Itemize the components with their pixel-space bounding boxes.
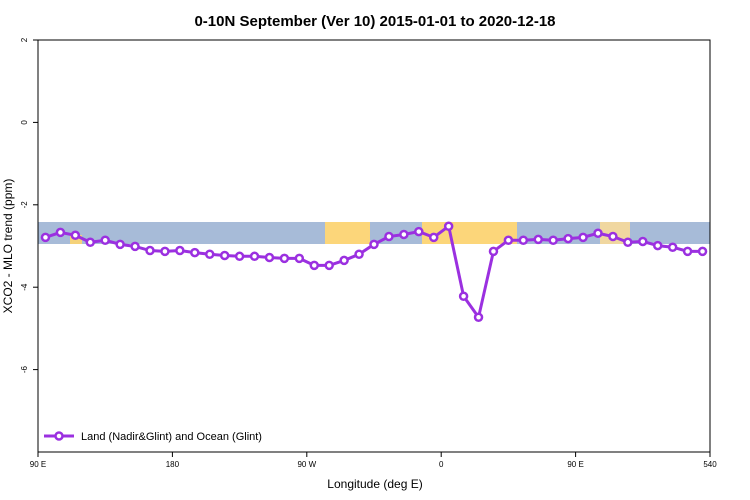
point bbox=[219, 250, 230, 261]
point bbox=[503, 235, 514, 245]
point bbox=[667, 242, 678, 252]
x-tick-label: 90 E bbox=[30, 460, 46, 469]
point bbox=[115, 239, 125, 250]
point bbox=[309, 260, 320, 271]
legend-label: Land (Nadir&Glint) and Ocean (Glint) bbox=[81, 431, 262, 443]
y-tick-label: -4 bbox=[20, 283, 29, 291]
x-tick-label: 90 W bbox=[297, 460, 316, 469]
land-patch bbox=[325, 222, 370, 244]
point bbox=[533, 234, 544, 245]
point bbox=[85, 237, 96, 248]
point bbox=[55, 227, 66, 238]
y-axis-label: XCO2 - MLO trend (ppm) bbox=[1, 179, 15, 314]
point bbox=[279, 253, 290, 264]
point bbox=[354, 249, 364, 259]
point bbox=[518, 235, 529, 245]
point bbox=[160, 246, 170, 257]
x-tick-label: 540 bbox=[703, 460, 717, 469]
plot-frame bbox=[37, 39, 711, 453]
point bbox=[130, 241, 140, 252]
y-tick-label: -2 bbox=[20, 201, 29, 209]
point bbox=[428, 232, 439, 243]
x-tick-label: 90 E bbox=[567, 460, 583, 469]
point bbox=[488, 246, 499, 257]
point bbox=[623, 237, 633, 248]
point bbox=[384, 231, 394, 242]
point bbox=[294, 253, 305, 264]
x-tick-label: 180 bbox=[166, 460, 180, 469]
y-tick-label: 0 bbox=[20, 120, 29, 125]
x-tick-label: 0 bbox=[439, 460, 444, 469]
point bbox=[638, 236, 648, 247]
point bbox=[369, 239, 379, 250]
point bbox=[339, 255, 349, 266]
y-tick-label: 2 bbox=[20, 37, 29, 42]
y-tick-label: -6 bbox=[20, 365, 29, 373]
point bbox=[652, 240, 663, 251]
point bbox=[593, 228, 603, 238]
point bbox=[234, 251, 245, 262]
point bbox=[578, 232, 588, 243]
point bbox=[100, 235, 110, 245]
chart-title: 0-10N September (Ver 10) 2015-01-01 to 2… bbox=[194, 13, 555, 30]
x-axis-label: Longitude (deg E) bbox=[327, 477, 422, 491]
point bbox=[204, 249, 215, 259]
point bbox=[249, 251, 260, 262]
point bbox=[175, 245, 185, 256]
point bbox=[443, 221, 454, 231]
point bbox=[563, 233, 573, 244]
point bbox=[697, 246, 708, 257]
point bbox=[682, 246, 693, 257]
point bbox=[324, 260, 334, 271]
point bbox=[264, 252, 275, 263]
point bbox=[414, 226, 424, 237]
point bbox=[458, 291, 469, 302]
point bbox=[548, 235, 558, 245]
point bbox=[473, 312, 484, 323]
point bbox=[399, 229, 409, 240]
point bbox=[145, 245, 155, 256]
point bbox=[40, 232, 51, 243]
point bbox=[70, 230, 81, 241]
point bbox=[608, 231, 618, 242]
legend-marker bbox=[54, 431, 64, 441]
point bbox=[190, 247, 200, 258]
